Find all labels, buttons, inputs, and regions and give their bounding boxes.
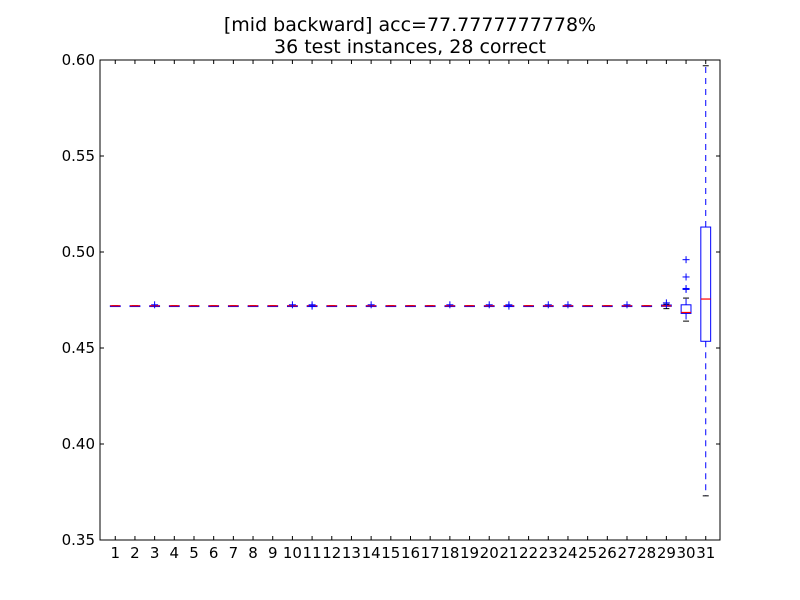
x-tick-label: 26 (598, 544, 617, 562)
x-tick-label: 31 (696, 544, 715, 562)
x-tick-label: 30 (677, 544, 696, 562)
x-tick-label: 4 (170, 544, 180, 562)
box-3 (149, 301, 161, 309)
box-11 (306, 301, 318, 310)
x-tick-label: 1 (110, 544, 120, 562)
box-4 (168, 305, 180, 308)
flier-point (446, 301, 454, 309)
x-tick-label: 25 (578, 544, 597, 562)
box-24 (562, 301, 574, 309)
box-9 (267, 305, 279, 308)
x-tick-label: 11 (303, 544, 322, 562)
flier-point (682, 284, 690, 292)
x-tick-label: 5 (189, 544, 199, 562)
x-tick-label: 15 (381, 544, 400, 562)
x-tick-label: 29 (657, 544, 676, 562)
box-1 (109, 305, 121, 308)
flier-point (682, 256, 690, 264)
x-tick-label: 24 (558, 544, 577, 562)
box-2 (129, 305, 141, 308)
box-23 (542, 301, 554, 309)
box-16 (405, 305, 416, 308)
box-17 (424, 305, 436, 308)
x-tick-label: 28 (637, 544, 656, 562)
box-21 (503, 301, 515, 310)
x-tick-label: 14 (362, 544, 381, 562)
x-tick-label: 23 (539, 544, 558, 562)
flier-point (151, 301, 159, 309)
box-10 (286, 301, 298, 309)
y-tick-label: 0.35 (62, 531, 95, 549)
box-13 (346, 305, 357, 308)
y-tick-label: 0.45 (62, 339, 95, 357)
box-29 (660, 299, 672, 310)
box-22 (523, 305, 535, 308)
box-8 (247, 305, 259, 308)
plot-marks (109, 65, 712, 497)
box-28 (641, 305, 653, 308)
flier-point (485, 301, 493, 309)
flier-point (308, 302, 316, 310)
x-tick-label: 3 (150, 544, 160, 562)
x-tick-label: 27 (617, 544, 636, 562)
chart-title: [mid backward] acc=77.7777777778% (223, 14, 597, 36)
x-tick-label: 19 (460, 544, 479, 562)
box-6 (208, 305, 220, 308)
y-tick-label: 0.60 (62, 51, 95, 69)
x-tick-label: 16 (401, 544, 420, 562)
box-14 (365, 301, 377, 309)
box-30 (680, 256, 692, 322)
y-tick-label: 0.40 (62, 435, 95, 453)
flier-point (544, 301, 552, 309)
box-27 (621, 301, 633, 309)
box-20 (483, 301, 495, 309)
x-tick-label: 9 (268, 544, 278, 562)
axes: 0.350.400.450.500.550.601 2 3 4 5 6 7 8 9 10 11 12 1… (62, 51, 720, 562)
flier-point (505, 302, 513, 310)
box-25 (582, 305, 594, 308)
x-tick-label: 20 (480, 544, 499, 562)
iqr-box (680, 304, 692, 314)
box-7 (227, 305, 239, 308)
x-tick-label: 2 (130, 544, 140, 562)
flier-point (682, 273, 690, 281)
y-tick-label: 0.50 (62, 243, 95, 261)
chart-subtitle: 36 test instances, 28 correct (274, 36, 546, 58)
x-tick-label: 12 (322, 544, 341, 562)
y-tick-label: 0.55 (62, 147, 95, 165)
box-26 (601, 305, 613, 308)
x-tick-label: 22 (519, 544, 538, 562)
plot-frame (99, 59, 721, 541)
flier-point (564, 301, 572, 309)
x-tick-label: 18 (440, 544, 459, 562)
flier-point (288, 301, 296, 309)
x-tick-label: 13 (342, 544, 361, 562)
x-tick-label: 8 (248, 544, 258, 562)
x-tick-label: 10 (283, 544, 302, 562)
box-31 (700, 65, 712, 497)
box-19 (464, 305, 475, 308)
flier-point (623, 301, 631, 309)
box-18 (444, 301, 456, 309)
flier-point (662, 299, 670, 307)
box-12 (326, 305, 338, 308)
iqr-box (700, 226, 712, 342)
flier-point (367, 301, 375, 309)
x-tick-label: 6 (209, 544, 219, 562)
box-5 (188, 305, 200, 308)
box-15 (385, 305, 397, 308)
x-tick-label: 17 (421, 544, 440, 562)
x-tick-label: 7 (229, 544, 239, 562)
x-tick-label: 21 (499, 544, 518, 562)
